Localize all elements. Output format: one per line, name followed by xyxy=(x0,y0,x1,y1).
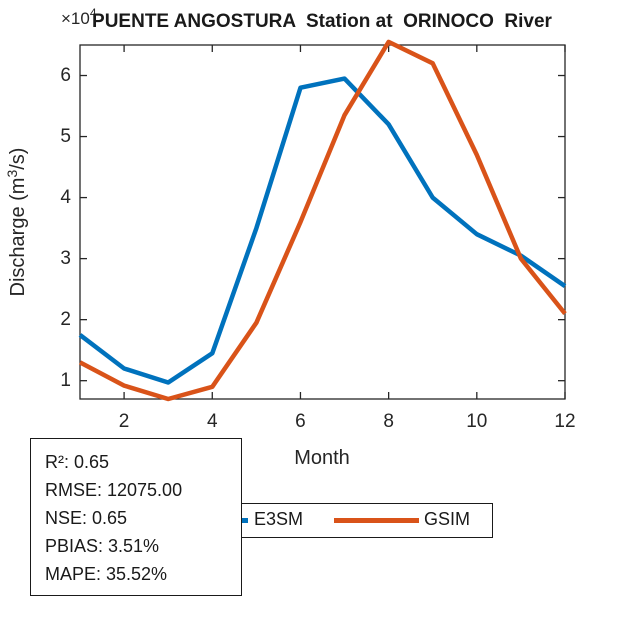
multiplier-exponent: 4 xyxy=(89,6,97,20)
x-tick-label: 6 xyxy=(295,411,306,432)
y-axis-label: Discharge (m3/s) xyxy=(4,72,37,372)
y-axis-label-text: Discharge (m xyxy=(7,177,29,297)
legend-line-gsim xyxy=(334,518,419,523)
y-axis-label-exponent: 3 xyxy=(4,169,20,178)
y-tick-label: 4 xyxy=(60,186,71,208)
legend-label-e3sm: E3SM xyxy=(254,509,304,529)
stat-mape: MAPE: 35.52% xyxy=(45,564,168,584)
legend-label-gsim: GSIM xyxy=(424,509,471,529)
stat-nse: NSE: 0.65 xyxy=(45,508,128,528)
x-axis-label: Month xyxy=(294,447,350,469)
series-line-e3sm xyxy=(78,76,567,385)
y-tick-label: 6 xyxy=(60,64,71,86)
y-axis-label-unit: /s) xyxy=(7,147,29,170)
stats-box: R²: 0.65 RMSE: 12075.00 NSE: 0.65 PBIAS:… xyxy=(30,438,242,596)
y-tick-label: 3 xyxy=(60,247,71,269)
y-tick-label: 1 xyxy=(60,369,71,391)
y-tick-label: 2 xyxy=(60,308,71,330)
plot-box xyxy=(79,44,566,400)
stat-r2: R²: 0.65 xyxy=(45,452,110,472)
stat-pbias: PBIAS: 3.51% xyxy=(45,536,160,556)
stat-rmse: RMSE: 12075.00 xyxy=(45,480,183,500)
x-tick-label: 4 xyxy=(206,411,218,432)
chart-title: PUENTE ANGOSTURA Station at ORINOCO Rive… xyxy=(92,11,552,32)
x-tick-label: 2 xyxy=(118,411,130,432)
multiplier-base: ×10 xyxy=(61,9,90,28)
x-tick-label: 10 xyxy=(466,411,488,432)
y-tick-label: 5 xyxy=(60,125,71,147)
x-tick-label: 8 xyxy=(383,411,394,432)
y-axis-multiplier: ×104 xyxy=(61,6,97,29)
x-tick-label: 12 xyxy=(554,411,576,432)
series-line-gsim xyxy=(78,39,567,402)
